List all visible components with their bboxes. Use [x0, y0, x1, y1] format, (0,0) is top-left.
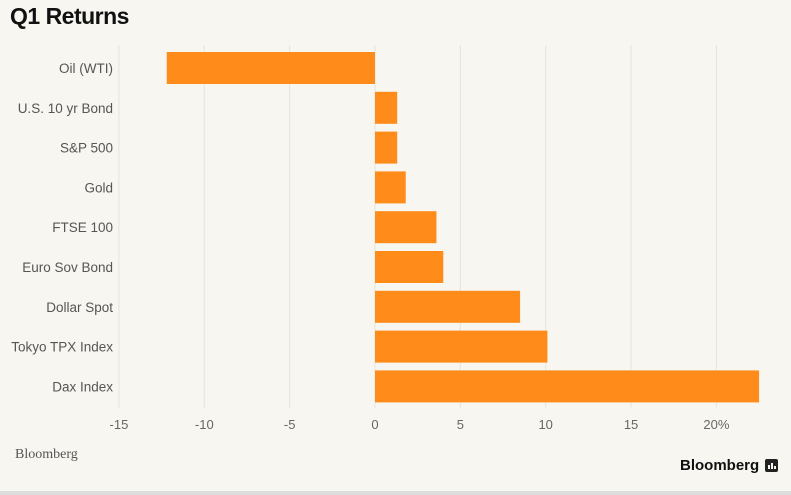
- x-tick-label: 0: [371, 417, 378, 432]
- source-label: Bloomberg: [15, 447, 78, 462]
- bar: [375, 211, 437, 244]
- bar-chart: -15 -10 -5 0 5 10 15 20% Oil (WTI) U.S. 10 yr Bon…: [11, 45, 760, 432]
- category-label: Dax Index: [52, 379, 113, 394]
- x-tick-label: -5: [284, 417, 296, 432]
- bar-chart-icon: [765, 459, 779, 472]
- x-tick-label: 10: [538, 417, 552, 432]
- bar: [375, 330, 548, 363]
- bottom-border: [0, 491, 791, 495]
- category-label: FTSE 100: [52, 220, 113, 235]
- category-label: Oil (WTI): [59, 61, 113, 76]
- bar: [375, 91, 398, 124]
- x-tick-label: -15: [110, 417, 129, 432]
- bar: [375, 370, 760, 403]
- x-tick-label: 15: [624, 417, 638, 432]
- bar: [375, 131, 398, 164]
- bar: [375, 171, 406, 204]
- category-label: Euro Sov Bond: [22, 260, 113, 275]
- bar: [375, 251, 444, 283]
- bar: [375, 290, 521, 323]
- chart-title: Q1 Returns: [10, 3, 129, 29]
- category-label: U.S. 10 yr Bond: [18, 101, 113, 116]
- category-label: Gold: [84, 180, 113, 195]
- brand-name: Bloomberg: [680, 457, 760, 474]
- brand-logo: Bloomberg: [680, 457, 779, 474]
- x-tick-label: 20%: [703, 417, 729, 432]
- category-label: S&P 500: [60, 141, 113, 156]
- category-label: Tokyo TPX Index: [11, 340, 113, 355]
- category-label: Dollar Spot: [46, 300, 113, 315]
- bar: [166, 52, 375, 84]
- x-tick-label: -10: [195, 417, 214, 432]
- x-tick-label: 5: [457, 417, 464, 432]
